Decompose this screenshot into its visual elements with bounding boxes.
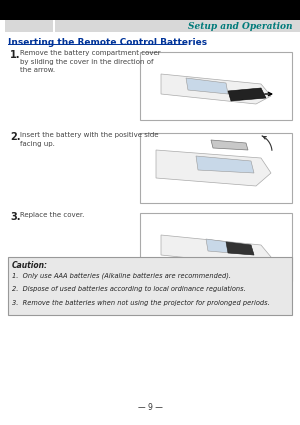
Bar bbox=[140, 213, 292, 281]
Text: Setup and Operation: Setup and Operation bbox=[188, 22, 292, 31]
Polygon shape bbox=[196, 156, 254, 173]
Text: Insert the battery with the positive side
facing up.: Insert the battery with the positive sid… bbox=[20, 132, 158, 147]
Polygon shape bbox=[156, 150, 271, 186]
Bar bbox=[140, 133, 292, 203]
Polygon shape bbox=[161, 74, 271, 104]
Text: Remove the battery compartment cover
by sliding the cover in the direction of
th: Remove the battery compartment cover by … bbox=[20, 50, 160, 73]
Text: 1.: 1. bbox=[10, 50, 20, 60]
Text: 2.: 2. bbox=[10, 132, 20, 142]
Text: Inserting the Remote Control Batteries: Inserting the Remote Control Batteries bbox=[8, 38, 207, 47]
Polygon shape bbox=[226, 242, 254, 255]
Text: Caution:: Caution: bbox=[12, 261, 48, 270]
Text: Replace the cover.: Replace the cover. bbox=[20, 212, 84, 218]
Text: 1.  Only use AAA batteries (Alkaline batteries are recommended).: 1. Only use AAA batteries (Alkaline batt… bbox=[12, 272, 231, 279]
Polygon shape bbox=[228, 88, 266, 101]
Bar bbox=[5, 20, 53, 32]
Text: 3.: 3. bbox=[10, 212, 20, 222]
Polygon shape bbox=[186, 78, 228, 94]
Polygon shape bbox=[161, 235, 271, 265]
Text: — 9 —: — 9 — bbox=[138, 402, 162, 411]
Bar bbox=[140, 52, 292, 120]
Bar bbox=[55, 20, 300, 32]
Polygon shape bbox=[211, 140, 248, 150]
FancyBboxPatch shape bbox=[8, 257, 292, 315]
Text: 3.  Remove the batteries when not using the projector for prolonged periods.: 3. Remove the batteries when not using t… bbox=[12, 300, 270, 306]
Polygon shape bbox=[206, 239, 254, 255]
Text: 2.  Dispose of used batteries according to local ordinance regulations.: 2. Dispose of used batteries according t… bbox=[12, 286, 246, 292]
